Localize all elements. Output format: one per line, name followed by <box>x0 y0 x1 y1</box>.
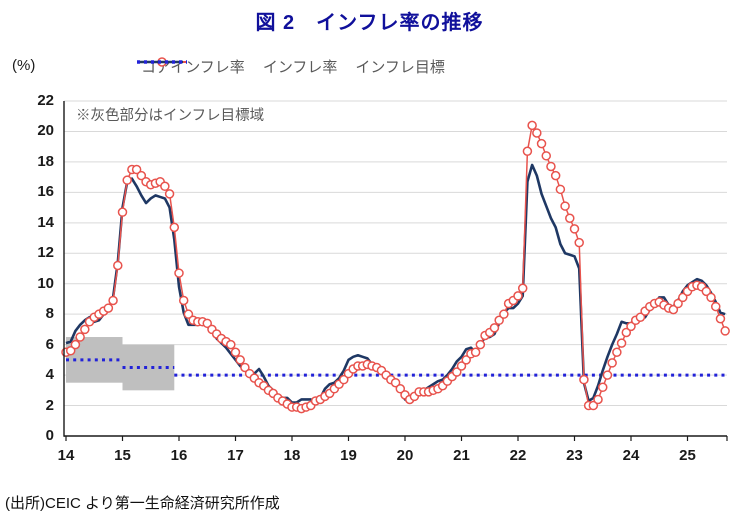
legend-label-inflation-target: インフレ目標 <box>355 59 445 76</box>
x-axis-label: 17 <box>227 447 244 464</box>
x-axis-label: 18 <box>283 447 301 464</box>
y-axis-label: 4 <box>45 366 54 384</box>
y-axis-label: 22 <box>37 92 54 109</box>
x-axis-label: 16 <box>170 447 188 464</box>
x-axis-label: 15 <box>114 447 131 464</box>
x-axis-label: 22 <box>509 447 527 464</box>
gray-band-annotation: ※灰色部分はインフレ目標域 <box>76 108 265 124</box>
x-axis-label: 14 <box>57 447 75 464</box>
y-axis-label: 10 <box>37 274 54 292</box>
chart-legend: コアインフレ率 インフレ率 インフレ目標 <box>136 56 445 77</box>
x-axis-label: 24 <box>622 447 640 464</box>
legend-label-inflation: インフレ率 <box>262 59 338 76</box>
core-inflation-markers <box>61 120 730 414</box>
y-axis-label: 12 <box>37 244 54 262</box>
y-axis-label: 8 <box>45 305 54 323</box>
x-axis-label: 25 <box>679 447 696 464</box>
x-axis-label: 23 <box>566 447 583 464</box>
y-axis-label: 16 <box>37 183 54 201</box>
y-axis-label: 6 <box>45 335 54 353</box>
x-axis-label: 19 <box>340 447 357 464</box>
x-axis-label: 20 <box>396 447 414 464</box>
y-axis-label: 18 <box>37 152 54 170</box>
legend-item-inflation-target: インフレ目標 <box>137 56 445 77</box>
y-axis-label: 0 <box>45 427 54 444</box>
y-axis-label: 2 <box>45 396 54 414</box>
source-note: (出所)CEIC より第一生命経済研究所作成 <box>5 495 280 512</box>
chart-title: 図 2 インフレ率の推移 <box>255 12 484 34</box>
y-axis-label: 20 <box>37 122 54 140</box>
x-axis-label: 21 <box>453 447 470 464</box>
y-axis-label: 14 <box>37 213 54 231</box>
y-axis-unit-label: (%) <box>12 57 36 74</box>
